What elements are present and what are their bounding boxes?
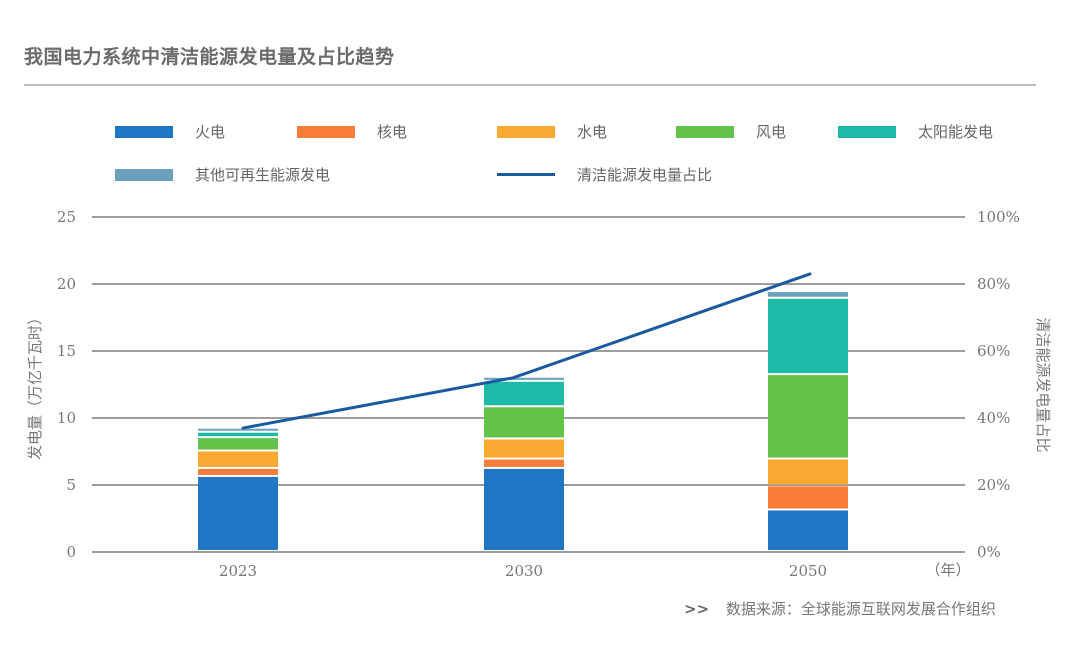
y-tick-label: 10 [57,409,76,427]
legend-label-nuclear: 核电 [377,123,408,141]
legend-item-share-line: 清洁能源发电量占比 [497,164,712,185]
x-tick-label: 2050 [789,562,827,580]
legend-label-coal: 火电 [195,123,226,141]
legend-item-hydro: 水电 [497,121,607,142]
bar-segment-coal [768,510,848,550]
y-tick-label: 20 [57,275,76,293]
bar-segment-other [198,428,278,431]
y-tick-label: 5 [66,476,76,494]
bar-segment-hydro [484,439,564,458]
legend-label-other: 其他可再生能源发电 [195,166,331,184]
legend-label-hydro: 水电 [577,123,608,141]
y-tick-label: 0 [66,543,76,561]
source-note: >> 数据来源：全球能源互联网发展合作组织 [684,598,996,619]
legend-label-wind: 风电 [756,123,787,141]
y-axis-ticks: 0 5 10 15 20 25 [57,208,76,561]
bar-stack-2030 [484,377,564,550]
y2-tick-label: 80% [977,275,1010,293]
bar-segment-nuclear [768,486,848,509]
bar-stack-2050 [768,292,848,550]
bar-segment-nuclear [198,468,278,475]
legend-item-solar: 太阳能发电 [838,121,993,142]
bar-segment-coal [198,476,278,550]
y2-tick-label: 40% [977,409,1010,427]
legend-item-other: 其他可再生能源发电 [115,164,330,185]
y2-axis-ticks: 0% 20% 40% 60% 80% 100% [977,208,1020,561]
bar-segment-solar [768,298,848,374]
bars [198,292,848,550]
bar-stack-2023 [198,428,278,550]
legend-label-share: 清洁能源发电量占比 [577,166,713,184]
bar-segment-hydro [768,459,848,485]
bar-segment-wind [768,375,848,458]
share-line-layer [241,272,812,430]
legend-swatch-coal [115,125,173,138]
bar-segment-other [484,377,564,380]
bar-segment-nuclear [484,459,564,467]
x-tick-label: 2030 [505,562,543,580]
y-tick-label: 15 [57,342,76,360]
legend-swatch-solar [838,125,896,138]
bar-segment-wind [484,407,564,438]
bar-segment-hydro [198,451,278,467]
chart-title: 我国电力系统中清洁能源发电量及占比趋势 [24,46,395,68]
y2-axis-label: 清洁能源发电量占比 [1034,317,1052,452]
source-text: 数据来源：全球能源互联网发展合作组织 [725,600,996,618]
legend-item-nuclear: 核电 [297,121,407,142]
legend-item-wind: 风电 [676,121,786,142]
legend-swatch-nuclear [297,125,355,138]
y2-tick-label: 20% [977,476,1010,494]
legend-label-solar: 太阳能发电 [918,123,994,141]
bar-segment-other [768,292,848,297]
source-prefix: >> [684,600,710,618]
legend-swatch-wind [676,125,734,138]
x-axis-label: （年） [925,561,970,579]
legend-swatch-other [115,168,173,181]
bar-segment-solar [198,432,278,437]
x-tick-label: 2023 [219,562,257,580]
x-axis-ticks: 2023 2030 2050 [219,562,827,580]
bar-segment-solar [484,381,564,406]
y2-tick-label: 60% [977,342,1010,360]
legend-item-coal: 火电 [115,121,225,142]
y2-tick-label: 0% [977,543,1001,561]
legend-swatch-hydro [497,125,555,138]
bar-segment-wind [198,438,278,450]
y2-tick-label: 100% [977,208,1020,226]
y-axis-label: 发电量（万亿千瓦时） [26,310,44,460]
legend-line-share [497,173,555,176]
title-divider [24,84,1036,86]
y-tick-label: 25 [57,208,76,226]
bar-segment-coal [484,468,564,550]
